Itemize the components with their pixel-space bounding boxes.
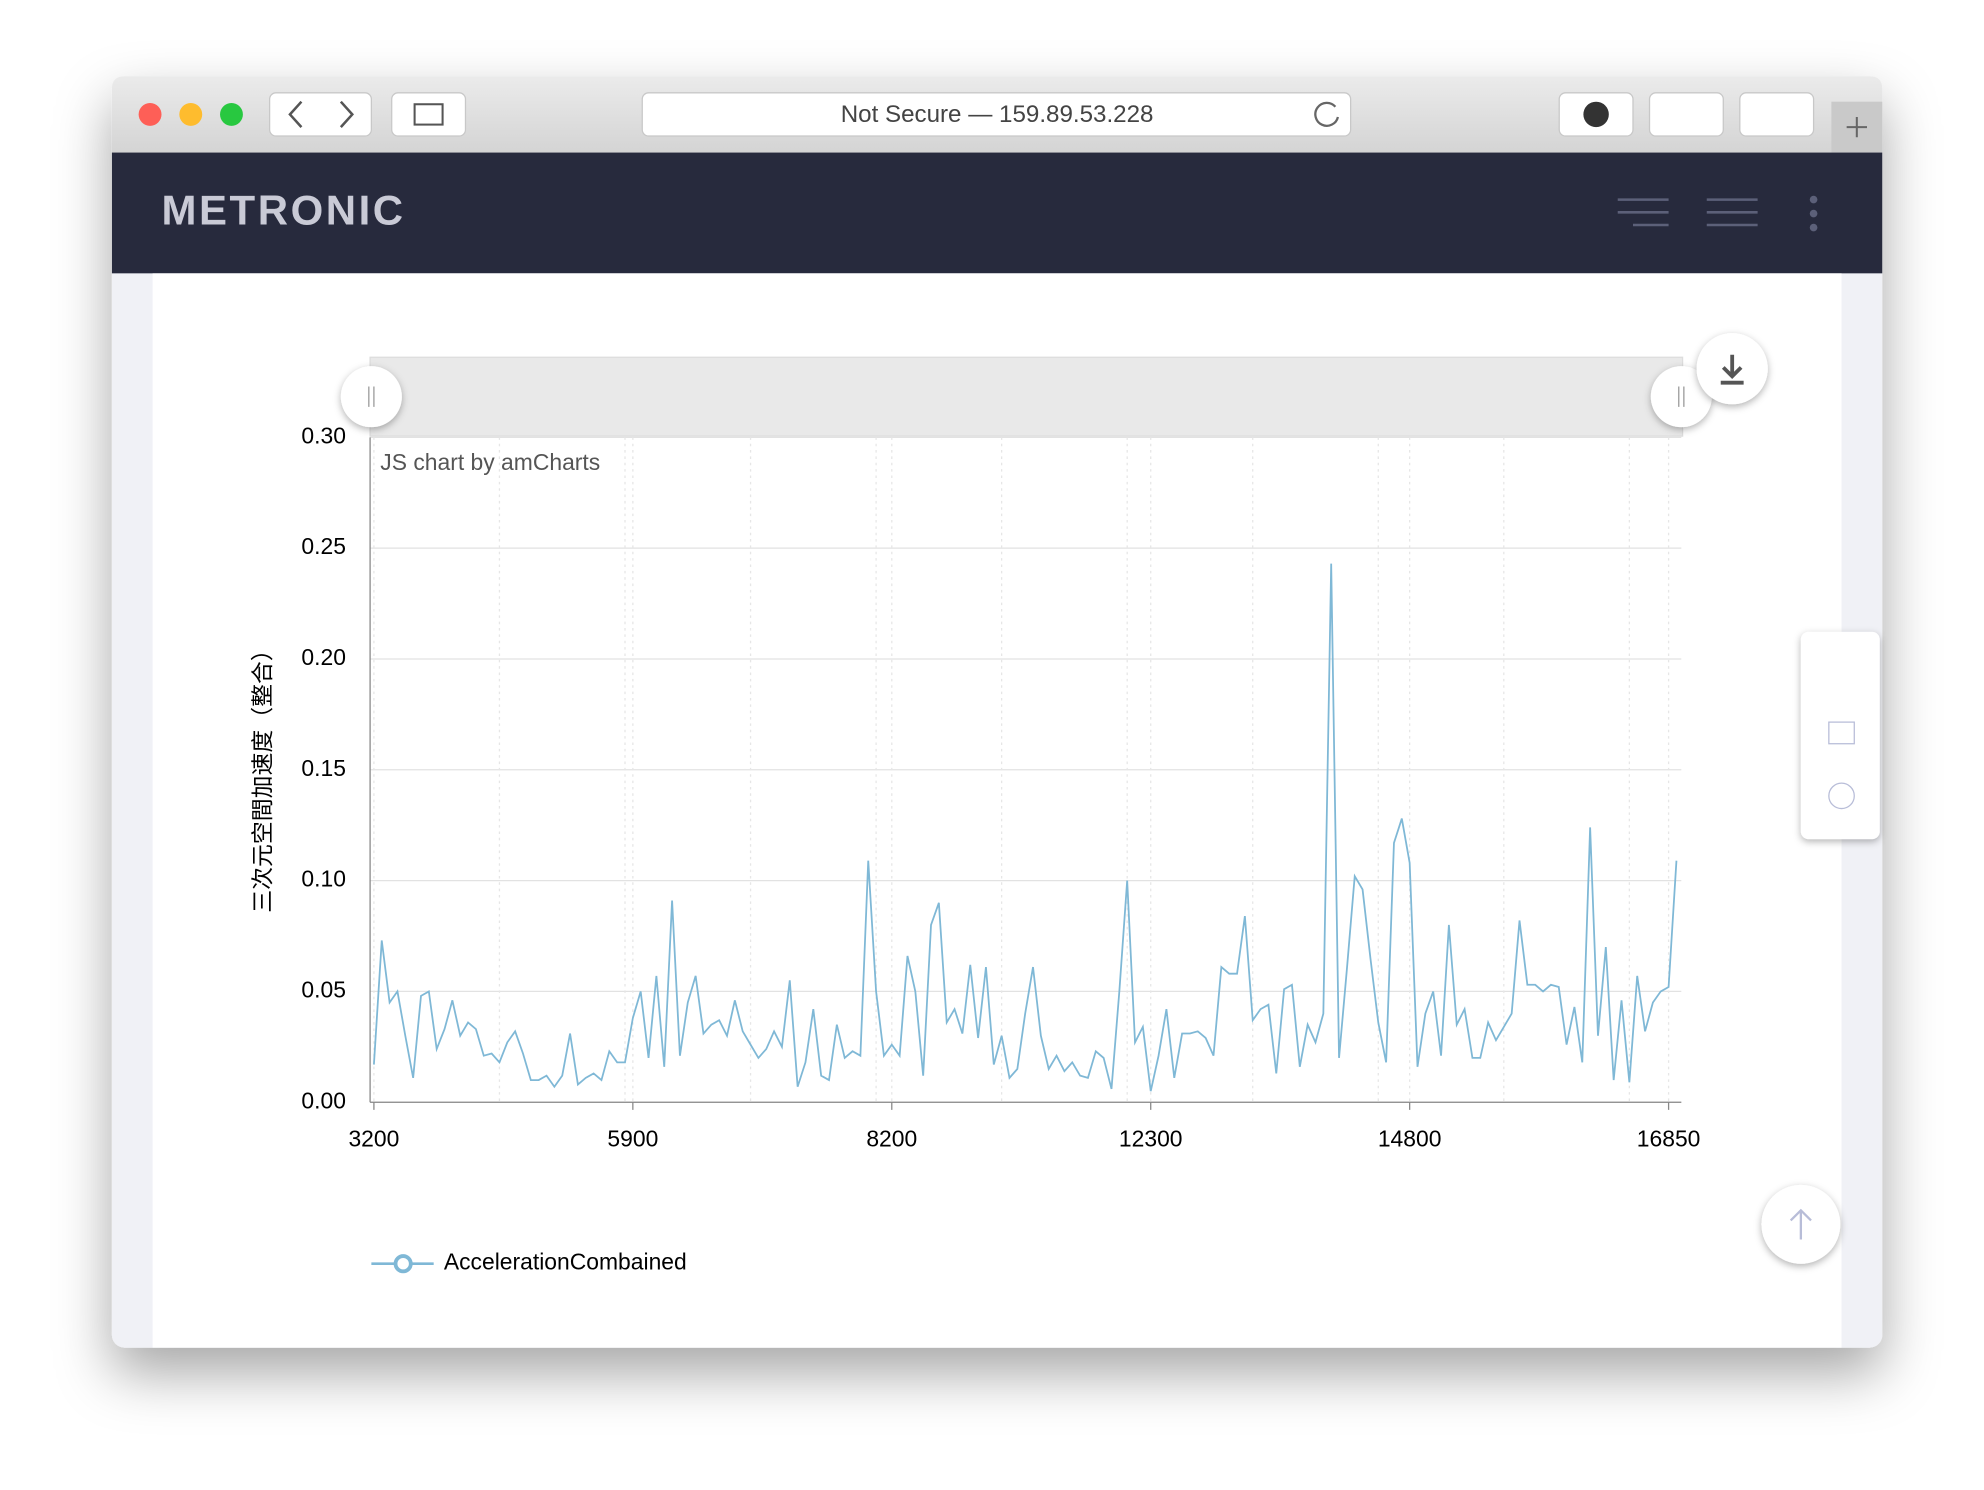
sidebar-icon — [413, 103, 444, 126]
legend-marker — [393, 1254, 413, 1274]
scroll-top-icon — [1789, 1208, 1812, 1240]
scrollbar[interactable] — [369, 356, 1684, 437]
data-line — [373, 563, 1678, 1092]
reload-icon[interactable] — [1314, 101, 1340, 127]
y-tick-label: 0.15 — [301, 755, 346, 781]
address-bar[interactable] — [641, 92, 1352, 137]
address-text: Not Secure — 159.89.53.228 — [841, 101, 1154, 128]
y-tick-label: 0.20 — [301, 644, 346, 670]
nav-arrows — [288, 100, 354, 128]
y-tick-label: 0.25 — [301, 533, 346, 559]
x-tick-label: 8200 — [866, 1125, 917, 1151]
y-axis-title: 三次元空間加速度（整合） — [250, 638, 276, 912]
header — [111, 152, 1883, 274]
downloads-icon — [1583, 101, 1609, 128]
y-tick-label: 0.00 — [301, 1087, 346, 1113]
share-button[interactable] — [1648, 92, 1724, 137]
credit[interactable]: JS chart by amCharts — [380, 449, 600, 475]
tabs-button[interactable] — [1739, 92, 1815, 137]
minimize-button[interactable] — [179, 102, 203, 126]
zoom-button[interactable] — [220, 102, 243, 126]
export-icon — [1720, 354, 1744, 385]
x-tick-label: 3200 — [348, 1125, 399, 1151]
side-icon[interactable] — [1828, 721, 1855, 745]
x-tick-label: 14800 — [1378, 1125, 1442, 1151]
grip-icon — [1678, 386, 1685, 407]
legend-label[interactable]: AccelerationCombained — [444, 1249, 687, 1275]
new-tab-icon — [1846, 116, 1867, 138]
scrollbar-grip[interactable] — [1650, 366, 1712, 428]
chart: JS chart by amCharts 三次元空間加速度（整合） 0.00 0.… — [250, 333, 1768, 1275]
nav-buttons[interactable] — [268, 92, 372, 137]
x-tick-label: 16850 — [1637, 1125, 1701, 1151]
side-toolbar[interactable] — [1800, 631, 1880, 840]
brand[interactable]: METRONIC — [162, 187, 406, 234]
sidebar-button[interactable] — [391, 92, 467, 137]
y-tick-label: 0.30 — [301, 422, 346, 448]
window: Not Secure — 159.89.53.228 METRONIC — [111, 76, 1883, 1348]
y-tick-label: 0.05 — [301, 976, 346, 1002]
side-icon[interactable] — [1828, 782, 1855, 810]
y-tick-label: 0.10 — [301, 866, 346, 892]
card — [152, 273, 1842, 1348]
close-button[interactable] — [138, 102, 162, 126]
more-icon[interactable] — [1809, 195, 1818, 232]
menu-icons[interactable] — [1617, 198, 1758, 227]
scrollbar-grip[interactable] — [340, 366, 402, 428]
grip-icon — [368, 386, 375, 407]
x-tick-label: 12300 — [1119, 1125, 1183, 1151]
x-tick-label: 5900 — [607, 1125, 658, 1151]
